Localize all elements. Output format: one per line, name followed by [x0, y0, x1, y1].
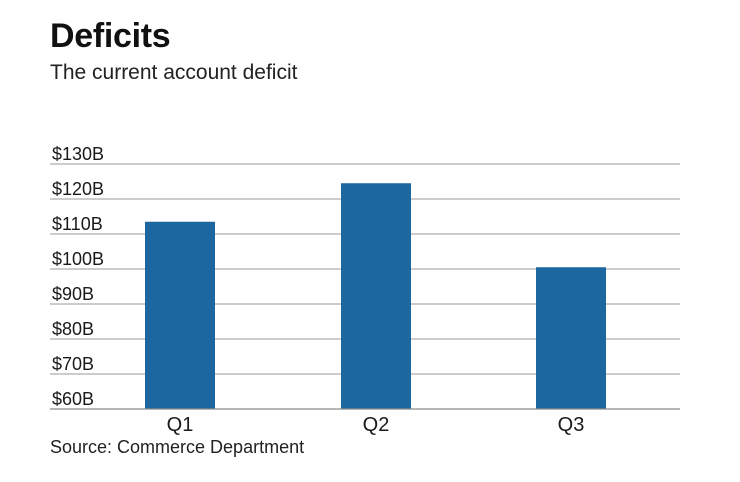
y-tick-label: $80B — [52, 319, 94, 339]
y-tick-label: $100B — [52, 249, 104, 269]
bars — [145, 183, 606, 409]
source-note: Source: Commerce Department — [50, 437, 305, 457]
bar-q2 — [341, 183, 411, 409]
bar-q3 — [536, 267, 606, 409]
y-tick-label: $110B — [52, 214, 103, 234]
x-tick-label: Q1 — [167, 414, 194, 436]
y-tick-label: $60B — [52, 389, 94, 409]
chart-title: Deficits — [50, 17, 171, 55]
x-tick-label: Q3 — [558, 414, 585, 436]
chart-subtitle: The current account deficit — [50, 61, 298, 84]
y-tick-label: $130B — [52, 144, 104, 164]
axis-labels: $60B $70B $80B $90B $100B $110B $120B $130B Q1 Q2… — [52, 144, 584, 436]
x-tick-label: Q2 — [363, 414, 390, 436]
bar-q1 — [145, 221, 215, 409]
y-tick-label: $70B — [52, 354, 94, 374]
y-tick-label: $90B — [52, 284, 94, 304]
y-tick-label: $120B — [52, 179, 104, 199]
